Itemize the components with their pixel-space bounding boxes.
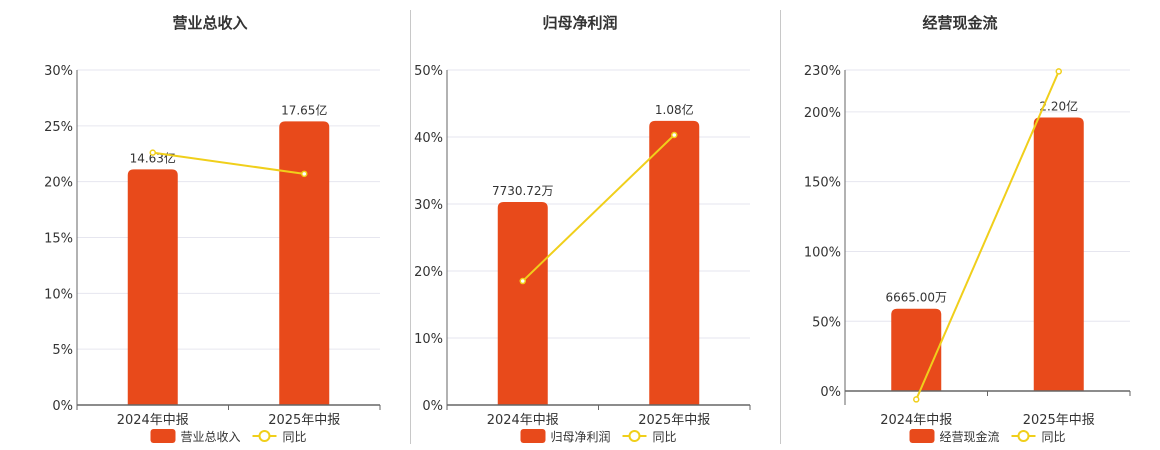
chart-3-line-point	[913, 396, 920, 403]
chart-1-ytick-label: 25%	[44, 120, 73, 135]
chart-2-legend-line-marker	[628, 430, 641, 442]
chart-1-bar	[127, 169, 178, 405]
chart-2-ytick-label: 0%	[422, 399, 443, 414]
chart-2-ytick-label: 50%	[414, 64, 443, 79]
chart-1-ytick-label: 30%	[44, 64, 73, 79]
chart-2-line-point	[519, 277, 526, 285]
chart-2-bar-label: 1.08亿	[655, 102, 694, 117]
chart-2-line-point	[671, 131, 678, 139]
chart-3-ytick-label: 230%	[804, 64, 841, 79]
chart-1-ytick-label: 0%	[52, 399, 73, 414]
chart-1-ytick-label: 15%	[44, 232, 73, 247]
chart-2-legend-bar-swatch	[520, 429, 546, 443]
chart-1-ytick-label: 5%	[52, 343, 73, 358]
chart-2-ytick-label: 40%	[414, 131, 443, 146]
chart-1-category-label: 2024年中报	[117, 413, 189, 428]
chart-1-bar-label: 17.65亿	[281, 102, 327, 117]
chart-1-ytick-label: 20%	[44, 176, 73, 191]
chart-2-ytick-label: 20%	[414, 265, 443, 280]
chart-3-bar-label: 6665.00万	[885, 291, 947, 305]
chart-3-ytick-label: 0%	[820, 385, 841, 400]
chart-3-bar	[1033, 117, 1084, 392]
chart-1-ytick-label: 10%	[44, 287, 73, 302]
chart-1-bar	[279, 121, 330, 405]
chart-2-title: 归母净利润	[542, 14, 617, 32]
chart-3-legend-bar-label: 经营现金流	[940, 429, 1000, 444]
chart-3-ytick-label: 150%	[804, 176, 841, 191]
chart-1-legend-line-marker	[258, 430, 271, 442]
chart-3-legend-line-marker	[1017, 430, 1030, 442]
chart-1-legend-line-label: 同比	[283, 430, 307, 444]
chart-3-ytick-label: 100%	[804, 245, 841, 260]
chart-2-line-series	[522, 134, 675, 282]
chart-1-title: 营业总收入	[172, 14, 247, 32]
chart-3-legend-line-label: 同比	[1042, 430, 1066, 444]
chart-1-line-point	[149, 149, 156, 156]
panel-divider-2	[780, 10, 781, 444]
chart-1-legend-bar-swatch	[150, 429, 176, 443]
chart-1-category-label: 2025年中报	[268, 413, 340, 428]
chart-3-ytick-label: 50%	[812, 315, 841, 330]
chart-2-ytick-label: 10%	[414, 332, 443, 347]
chart-3-line-point	[1055, 68, 1062, 75]
chart-2-bar	[649, 120, 700, 406]
chart-2-bar-label: 7730.72万	[492, 184, 554, 198]
chart-2-ytick-label: 30%	[414, 198, 443, 213]
chart-3-category-label: 2024年中报	[880, 413, 952, 428]
chart-3-bar-label: 2.20亿	[1039, 98, 1078, 113]
chart-1-line-point	[301, 170, 308, 178]
chart-3-legend-bar-swatch	[909, 429, 935, 443]
chart-1-line-series	[152, 151, 305, 175]
chart-3-category-label: 2025年中报	[1023, 413, 1095, 428]
chart-1-legend-bar-label: 营业总收入	[181, 430, 241, 444]
chart-2-category-label: 2025年中报	[638, 413, 710, 428]
chart-2-bar	[497, 201, 548, 405]
chart-2-category-label: 2024年中报	[487, 413, 559, 428]
chart-2-legend-line-label: 同比	[653, 430, 677, 444]
chart-3-bar	[891, 308, 942, 392]
chart-3-ytick-label: 200%	[804, 106, 841, 121]
chart-3-title: 经营现金流	[922, 14, 997, 32]
panel-divider-1	[410, 10, 411, 444]
chart-2-legend-bar-label: 归母净利润	[551, 430, 611, 444]
chart-3-line-series	[915, 70, 1060, 400]
